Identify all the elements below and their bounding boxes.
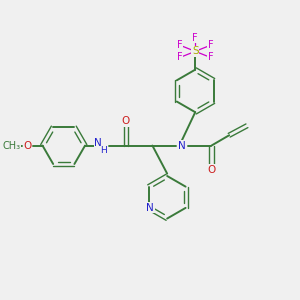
Text: O: O [122, 116, 130, 126]
Text: O: O [24, 141, 32, 151]
Text: S: S [192, 46, 199, 56]
Text: N: N [178, 141, 186, 151]
Text: F: F [177, 52, 183, 62]
Text: H: H [100, 146, 107, 155]
Text: O: O [207, 165, 216, 175]
Text: F: F [192, 32, 198, 43]
Text: CH₃: CH₃ [2, 141, 21, 151]
Text: F: F [208, 52, 213, 62]
Text: N: N [94, 138, 102, 148]
Text: F: F [208, 40, 213, 50]
Text: F: F [177, 40, 183, 50]
Text: N: N [146, 203, 154, 213]
